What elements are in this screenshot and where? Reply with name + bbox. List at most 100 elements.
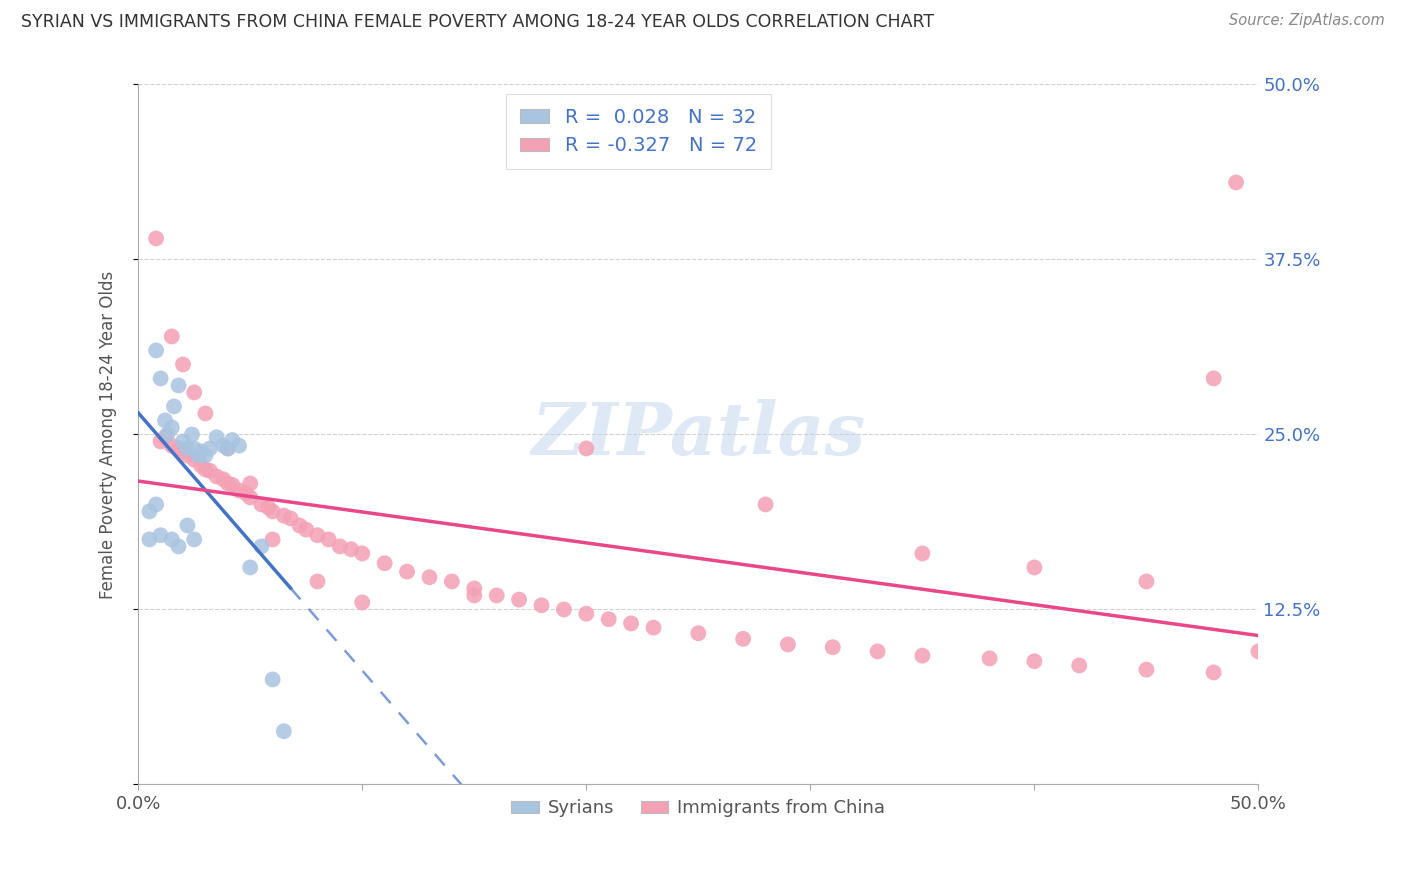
Point <box>172 434 194 449</box>
Point <box>911 546 934 560</box>
Point <box>145 231 167 245</box>
Point <box>228 439 250 453</box>
Point <box>911 648 934 663</box>
Point <box>329 540 352 554</box>
Point <box>688 626 710 640</box>
Point <box>776 637 799 651</box>
Point <box>340 542 363 557</box>
Point <box>138 504 160 518</box>
Point <box>228 483 250 498</box>
Point <box>156 427 179 442</box>
Point <box>198 442 221 456</box>
Point <box>396 565 419 579</box>
Point <box>217 442 239 456</box>
Point <box>160 329 183 343</box>
Point <box>821 640 844 655</box>
Point <box>217 476 239 491</box>
Point <box>190 444 212 458</box>
Point <box>138 533 160 547</box>
Point <box>145 498 167 512</box>
Point <box>172 358 194 372</box>
Point <box>153 430 176 444</box>
Point <box>167 378 190 392</box>
Point <box>1069 658 1091 673</box>
Point <box>295 523 318 537</box>
Point <box>575 442 598 456</box>
Point <box>167 540 190 554</box>
Point <box>1024 560 1046 574</box>
Point <box>1247 644 1270 658</box>
Text: SYRIAN VS IMMIGRANTS FROM CHINA FEMALE POVERTY AMONG 18-24 YEAR OLDS CORRELATION: SYRIAN VS IMMIGRANTS FROM CHINA FEMALE P… <box>21 13 934 31</box>
Point <box>221 478 243 492</box>
Point <box>257 500 280 515</box>
Point <box>463 582 485 596</box>
Point <box>280 511 302 525</box>
Point <box>217 442 239 456</box>
Point <box>239 491 262 505</box>
Point <box>187 449 209 463</box>
Point <box>307 528 329 542</box>
Point <box>733 632 755 646</box>
Point <box>273 508 295 523</box>
Point <box>262 673 284 687</box>
Point <box>418 570 440 584</box>
Point <box>250 498 273 512</box>
Point <box>374 556 396 570</box>
Point <box>318 533 340 547</box>
Point <box>440 574 463 589</box>
Y-axis label: Female Poverty Among 18-24 Year Olds: Female Poverty Among 18-24 Year Olds <box>100 270 117 599</box>
Point <box>273 724 295 739</box>
Point <box>598 612 620 626</box>
Text: Source: ZipAtlas.com: Source: ZipAtlas.com <box>1229 13 1385 29</box>
Point <box>485 589 508 603</box>
Point <box>153 413 176 427</box>
Point <box>181 427 204 442</box>
Point <box>198 464 221 478</box>
Point <box>1024 654 1046 668</box>
Point <box>183 442 205 456</box>
Point <box>160 420 183 434</box>
Point <box>183 385 205 400</box>
Point <box>1225 176 1247 190</box>
Point <box>163 400 186 414</box>
Point <box>221 433 243 447</box>
Point <box>575 607 598 621</box>
Point <box>145 343 167 358</box>
Point <box>149 434 172 449</box>
Point <box>190 458 212 473</box>
Point <box>262 504 284 518</box>
Point <box>176 518 198 533</box>
Point <box>194 462 217 476</box>
Point <box>183 533 205 547</box>
Point <box>205 469 228 483</box>
Point <box>262 533 284 547</box>
Point <box>530 599 553 613</box>
Point <box>508 592 530 607</box>
Text: ZIPatlas: ZIPatlas <box>531 399 865 470</box>
Point <box>176 449 198 463</box>
Point <box>183 452 205 467</box>
Point <box>463 589 485 603</box>
Point <box>239 476 262 491</box>
Point <box>1202 371 1225 385</box>
Point <box>172 444 194 458</box>
Point <box>205 430 228 444</box>
Point <box>1135 663 1157 677</box>
Point <box>1135 574 1157 589</box>
Point <box>553 602 575 616</box>
Point <box>754 498 776 512</box>
Point <box>194 449 217 463</box>
Point <box>149 528 172 542</box>
Point <box>352 546 374 560</box>
Point <box>149 371 172 385</box>
Point <box>160 439 183 453</box>
Point <box>250 540 273 554</box>
Point <box>160 533 183 547</box>
Point <box>866 644 889 658</box>
Point <box>307 574 329 589</box>
Point <box>239 560 262 574</box>
Point <box>176 442 198 456</box>
Point <box>1202 665 1225 680</box>
Point <box>235 486 257 500</box>
Point <box>167 442 190 456</box>
